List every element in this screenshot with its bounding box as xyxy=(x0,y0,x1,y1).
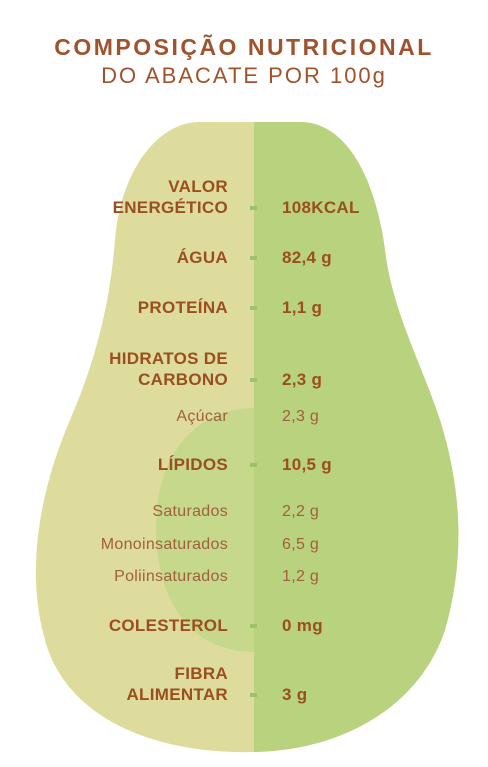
nutrient-value: 108KCAL xyxy=(282,198,360,217)
nutrient-value: 3 g xyxy=(282,685,308,704)
row-marker xyxy=(250,306,257,310)
nutrient-label: FIBRA ALIMENTAR xyxy=(126,664,228,704)
title-line-2: DO ABACATE POR 100g xyxy=(101,63,387,88)
row-marker xyxy=(250,624,257,628)
row-marker xyxy=(250,693,257,697)
nutrient-value: 82,4 g xyxy=(282,248,332,267)
nutrient-value: 1,2 g xyxy=(282,568,320,585)
nutrient-value: 0 mg xyxy=(282,616,323,635)
avocado-seed xyxy=(155,408,254,652)
nutrient-value: 2,2 g xyxy=(282,503,320,520)
row-marker xyxy=(250,256,257,260)
nutrient-label: Saturados xyxy=(152,503,228,520)
title-line-1: COMPOSIÇÃO NUTRICIONAL xyxy=(54,34,434,60)
nutrient-label: Poliinsaturados xyxy=(114,568,228,585)
nutrient-label: VALOR ENERGÉTICO xyxy=(112,177,228,217)
nutrient-value: 2,3 g xyxy=(282,370,323,389)
nutrient-value: 6,5 g xyxy=(282,536,320,553)
nutrient-label: COLESTEROL xyxy=(108,616,228,635)
nutrient-label: LÍPIDOS xyxy=(157,455,228,474)
row-marker xyxy=(250,463,257,467)
nutrient-label: Açúcar xyxy=(176,408,228,425)
nutrient-label: PROTEÍNA xyxy=(137,298,228,317)
nutrient-value: 10,5 g xyxy=(282,455,332,474)
nutrient-value: 1,1 g xyxy=(282,298,323,317)
row-marker xyxy=(250,378,257,382)
nutrient-value: 2,3 g xyxy=(282,408,320,425)
nutrient-label: Monoinsaturados xyxy=(100,536,228,553)
nutrient-label: HIDRATOS DE CARBONO xyxy=(109,349,228,389)
row-marker xyxy=(250,206,257,210)
nutrient-label: ÁGUA xyxy=(176,248,228,267)
